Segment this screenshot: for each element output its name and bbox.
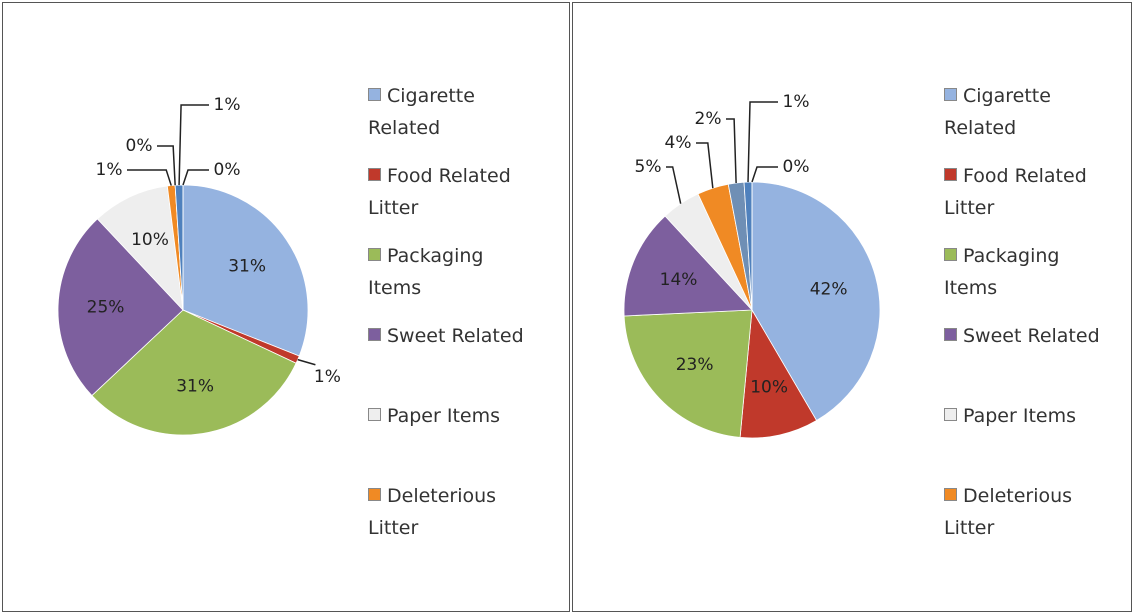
legend-item: Paper Items bbox=[944, 400, 1114, 432]
legend-label: Packaging Items bbox=[368, 245, 484, 299]
data-label: 0% bbox=[214, 160, 241, 180]
legend-swatch bbox=[944, 168, 957, 181]
chart-panel bbox=[2, 2, 570, 612]
legend-item: Cigarette Related bbox=[368, 80, 538, 144]
legend-swatch bbox=[368, 168, 381, 181]
legend-item: Cigarette Related bbox=[944, 80, 1114, 144]
data-label: 1% bbox=[314, 367, 341, 387]
legend-swatch bbox=[944, 488, 957, 501]
legend-item: Packaging Items bbox=[944, 240, 1114, 304]
pie-slice bbox=[96, 185, 184, 312]
data-label: 1% bbox=[783, 92, 810, 112]
legend-swatch bbox=[944, 88, 957, 101]
legend-swatch bbox=[368, 488, 381, 501]
legend-label: Cigarette Related bbox=[368, 85, 475, 139]
data-label: 2% bbox=[695, 109, 722, 129]
legend-label: Food Related Litter bbox=[944, 165, 1087, 219]
data-label: 0% bbox=[126, 136, 153, 156]
data-label: 1% bbox=[214, 95, 241, 115]
legend-swatch bbox=[368, 88, 381, 101]
data-label: 10% bbox=[131, 230, 169, 250]
leader-line bbox=[751, 166, 778, 183]
pie-slice bbox=[623, 309, 753, 438]
leader-line bbox=[157, 145, 176, 186]
leader-line bbox=[666, 166, 682, 204]
data-label: 10% bbox=[750, 377, 788, 397]
data-label: 23% bbox=[676, 355, 714, 375]
legend-item: Sweet Related bbox=[944, 320, 1114, 352]
legend-item: Paper Items bbox=[368, 400, 538, 432]
legend-label: Deleterious Litter bbox=[944, 485, 1073, 539]
legend-label: Food Related Litter bbox=[368, 165, 511, 219]
data-label: 4% bbox=[665, 133, 692, 153]
legend: Cigarette Related Food Related Litter Pack… bbox=[944, 80, 1124, 560]
legend-item: Food Related Litter bbox=[944, 160, 1114, 224]
leader-line bbox=[178, 104, 209, 186]
legend-item: Sweet Related bbox=[368, 320, 538, 352]
legend-item: Deleterious Litter bbox=[944, 480, 1114, 544]
data-label: 14% bbox=[660, 270, 698, 290]
legend-swatch bbox=[944, 408, 957, 421]
leader-line bbox=[127, 169, 172, 186]
legend-swatch bbox=[944, 328, 957, 341]
legend-label: Cigarette Related bbox=[944, 85, 1051, 139]
data-label: 5% bbox=[635, 157, 662, 177]
data-label: 31% bbox=[176, 377, 214, 397]
pie-slice bbox=[57, 218, 184, 397]
chart-panel bbox=[572, 2, 1132, 612]
legend-swatch bbox=[944, 248, 957, 261]
legend-label: Sweet Related bbox=[387, 325, 524, 347]
legend-item: Food Related Litter bbox=[368, 160, 538, 224]
legend-item: Packaging Items bbox=[368, 240, 538, 304]
legend-label: Paper Items bbox=[387, 405, 500, 427]
leader-line bbox=[182, 169, 209, 186]
data-label: 0% bbox=[783, 157, 810, 177]
legend: Cigarette Related Food Related Litter Pack… bbox=[368, 80, 548, 560]
pie-slice bbox=[182, 184, 309, 357]
pie-slice bbox=[91, 309, 297, 436]
leader-line bbox=[726, 118, 737, 184]
legend-swatch bbox=[368, 328, 381, 341]
leader-line bbox=[297, 358, 316, 366]
pie-slice bbox=[751, 181, 881, 422]
pie-slice bbox=[739, 308, 818, 439]
legend-label: Deleterious Litter bbox=[368, 485, 497, 539]
pie-slice bbox=[623, 215, 753, 317]
data-label: 25% bbox=[87, 298, 125, 318]
legend-label: Sweet Related bbox=[963, 325, 1100, 347]
leader-line bbox=[747, 101, 778, 183]
legend-label: Packaging Items bbox=[944, 245, 1060, 299]
data-label: 1% bbox=[96, 160, 123, 180]
legend-label: Paper Items bbox=[963, 405, 1076, 427]
data-label: 31% bbox=[228, 256, 266, 276]
legend-swatch bbox=[368, 248, 381, 261]
legend-item: Deleterious Litter bbox=[368, 480, 538, 544]
legend-swatch bbox=[368, 408, 381, 421]
leader-line bbox=[696, 142, 714, 189]
data-label: 42% bbox=[810, 279, 848, 299]
